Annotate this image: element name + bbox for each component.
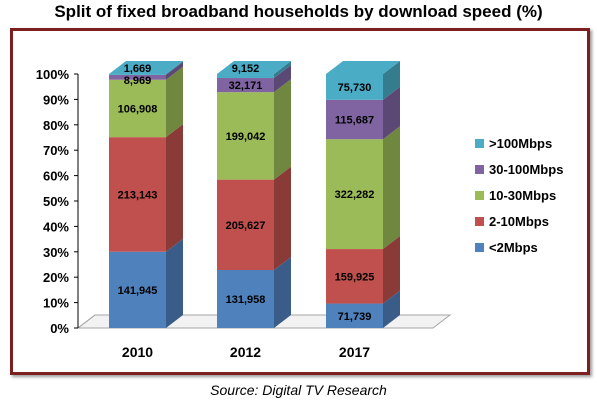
bar-segment (109, 137, 166, 252)
legend-swatch (475, 191, 484, 200)
data-label: 75,730 (338, 82, 372, 94)
data-label: 213,143 (118, 189, 158, 201)
legend-swatch (475, 217, 484, 226)
bar-side (166, 61, 183, 75)
data-label: 32,171 (229, 80, 263, 92)
stacked-bar-chart: 0% 10% 20% 30% 40% 50% 60% 70% 80% 90% 100% 141,945… (36, 61, 563, 360)
legend-label: 2-10Mbps (489, 214, 549, 229)
x-tick-label: 2012 (230, 344, 261, 360)
data-label: 141,945 (118, 285, 158, 297)
y-tick-label: 90% (43, 92, 69, 107)
bar-side (383, 61, 400, 100)
bar-segment (326, 74, 383, 100)
legend-swatch (475, 139, 484, 148)
bar-side (274, 65, 291, 93)
bar-segment (326, 99, 383, 140)
legend-swatch (475, 243, 484, 252)
source-note: Source: Digital TV Research (210, 382, 387, 398)
y-tick-label: 60% (43, 169, 69, 184)
bar-side (274, 166, 291, 271)
data-label: 1,669 (124, 63, 152, 75)
y-tick-label: 30% (43, 245, 69, 260)
legend-swatch (475, 165, 484, 174)
bar-side (383, 86, 400, 140)
bar-segment (326, 303, 383, 328)
bar-top (217, 61, 291, 74)
data-label: 199,042 (226, 131, 266, 143)
bar-segment (109, 74, 166, 80)
legend-label: <2Mbps (489, 240, 538, 255)
y-tick-label: 100% (36, 67, 70, 82)
legend-label: >100Mbps (489, 136, 552, 151)
data-label: 106,908 (118, 103, 158, 115)
bar-segment (109, 251, 166, 328)
bar-side (383, 236, 400, 304)
bar-segment (217, 179, 274, 271)
bar-segment (217, 74, 274, 79)
bar-side (166, 61, 183, 80)
data-label: 71,739 (338, 311, 372, 323)
data-label: 9,152 (232, 63, 260, 75)
bar-segment (217, 78, 274, 93)
bar-top (109, 61, 183, 74)
y-tick-label: 0% (50, 321, 69, 336)
bar-segment (217, 92, 274, 180)
y-tick-label: 10% (43, 296, 69, 311)
bar-segment (326, 139, 383, 250)
data-label: 159,925 (335, 271, 375, 283)
floor-edge (77, 314, 96, 329)
x-tick-label: 2017 (339, 344, 370, 360)
chart-frame: 0% 10% 20% 30% 40% 50% 60% 70% 80% 90% 100% 141,945… (10, 28, 590, 375)
y-tick-label: 50% (43, 194, 69, 209)
y-tick-label: 40% (43, 219, 69, 234)
bar-side (274, 61, 291, 79)
bar-side (166, 238, 183, 328)
data-label: 131,958 (226, 294, 266, 306)
chart-title: Split of fixed broadband households by d… (54, 2, 543, 21)
data-label: 322,282 (335, 189, 375, 201)
data-label: 115,687 (335, 115, 374, 127)
bar-segment (326, 249, 383, 304)
bar-top (326, 61, 400, 74)
bar-side (383, 126, 400, 250)
legend-label: 30-100Mbps (489, 162, 563, 177)
bar-side (274, 257, 291, 328)
bar-segment (217, 270, 274, 328)
bar-side (274, 79, 291, 180)
bar-side (166, 66, 183, 138)
data-label: 205,627 (226, 220, 266, 232)
bar-segment (109, 79, 166, 138)
data-label: 8,969 (124, 75, 152, 87)
y-tick-label: 70% (43, 143, 69, 158)
bar-side (383, 290, 400, 328)
legend-label: 10-30Mbps (489, 188, 556, 203)
bar-segment (109, 74, 166, 75)
x-tick-label: 2010 (122, 344, 153, 360)
y-tick-label: 80% (43, 118, 69, 133)
y-tick-label: 20% (43, 270, 69, 285)
bar-side (166, 124, 183, 252)
